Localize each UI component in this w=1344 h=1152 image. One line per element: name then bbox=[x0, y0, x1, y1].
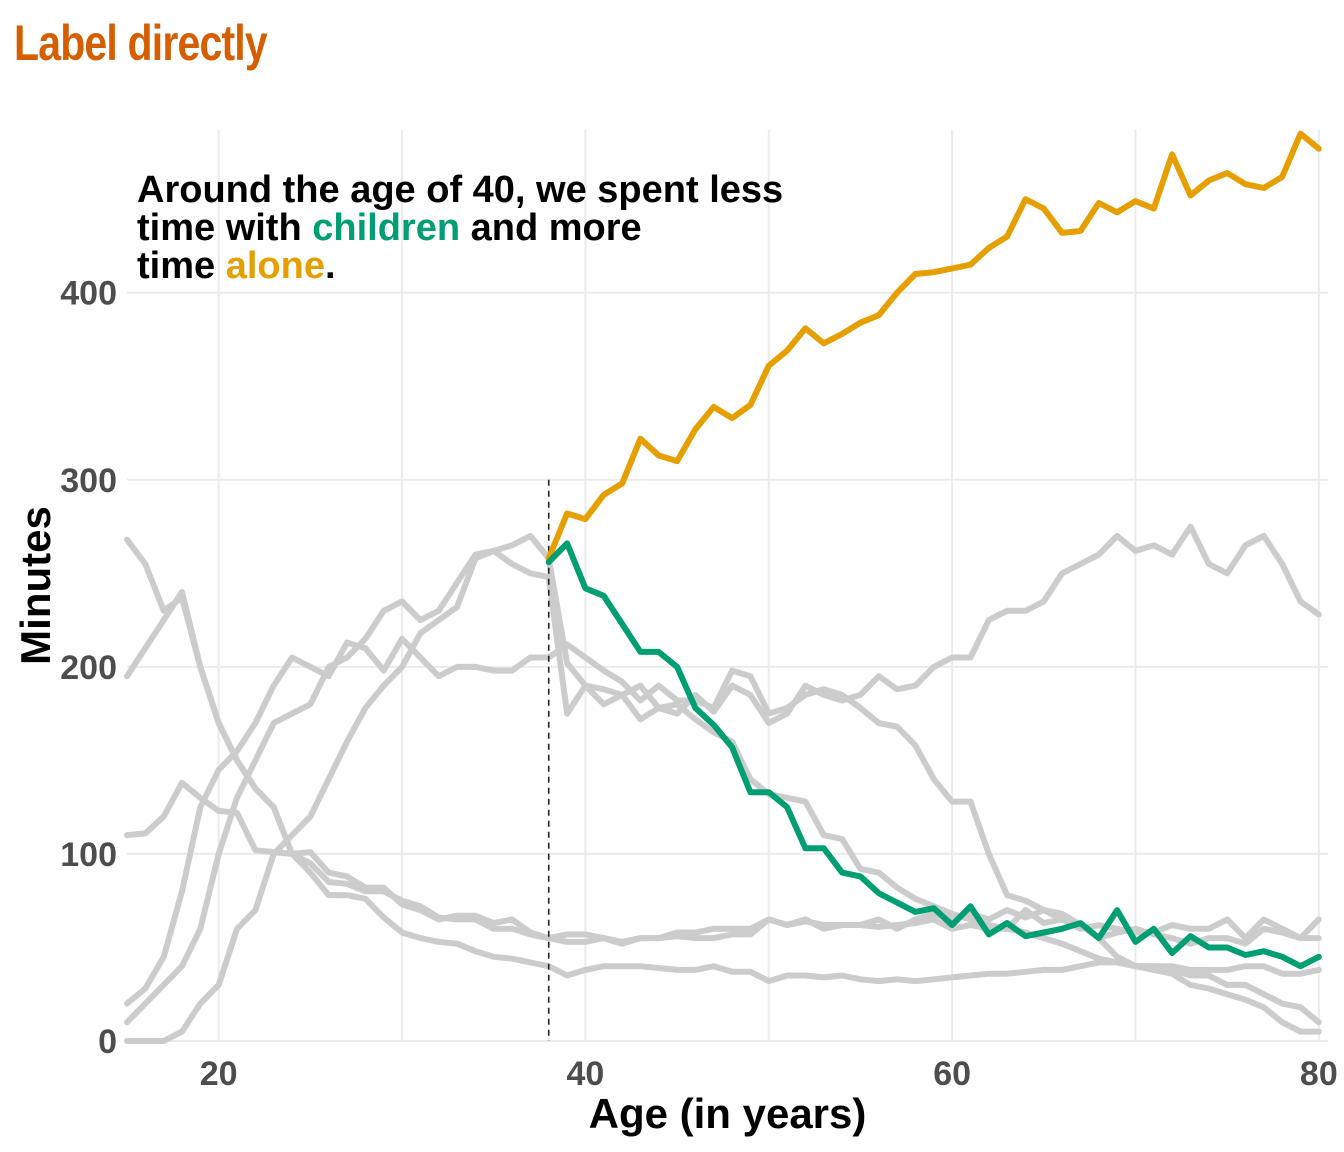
x-tick-label: 20 bbox=[200, 1055, 238, 1093]
series-line-3 bbox=[124, 536, 1322, 985]
annotation-highlight: alone bbox=[226, 245, 325, 287]
y-tick-label: 0 bbox=[98, 1023, 117, 1061]
series-line-alone bbox=[545, 130, 1322, 562]
annotation: Around the age of 40, we spent lesstime … bbox=[137, 169, 783, 287]
annotation-line: time alone. bbox=[137, 245, 336, 287]
y-tick-label: 200 bbox=[60, 649, 117, 687]
annotation-text: Around the age of 40, we spent less bbox=[137, 169, 783, 211]
annotation-text: time bbox=[137, 245, 226, 287]
series-line-children bbox=[545, 540, 1322, 970]
page-title: Label directly bbox=[14, 15, 268, 71]
x-tick-label: 40 bbox=[566, 1055, 604, 1093]
series-line-4 bbox=[124, 779, 1322, 947]
y-tick-label: 400 bbox=[60, 275, 117, 313]
annotation-highlight: children bbox=[312, 207, 460, 249]
annotation-line: Around the age of 40, we spent less bbox=[137, 169, 783, 211]
series-line-7 bbox=[124, 532, 1322, 1044]
annotation-line: time with children and more bbox=[137, 207, 642, 249]
series-line-2 bbox=[124, 589, 1322, 947]
x-tick-label: 80 bbox=[1300, 1055, 1338, 1093]
x-tick-label: 60 bbox=[933, 1055, 971, 1093]
y-tick-label: 100 bbox=[60, 836, 117, 874]
y-axis-ticks: 0 100 200 300 400 bbox=[60, 275, 117, 1061]
annotation-text: . bbox=[325, 245, 336, 287]
annotation-text: time with bbox=[137, 207, 312, 249]
annotation-text: and more bbox=[460, 207, 642, 249]
y-tick-label: 300 bbox=[60, 462, 117, 500]
series-line-6 bbox=[124, 523, 1322, 1026]
y-axis-title: Minutes bbox=[12, 506, 59, 665]
highlight-series bbox=[545, 130, 1322, 970]
background-series bbox=[124, 523, 1322, 1044]
x-axis-ticks: 20 40 60 80 bbox=[200, 1055, 1338, 1093]
x-axis-title: Age (in years) bbox=[589, 1090, 867, 1137]
